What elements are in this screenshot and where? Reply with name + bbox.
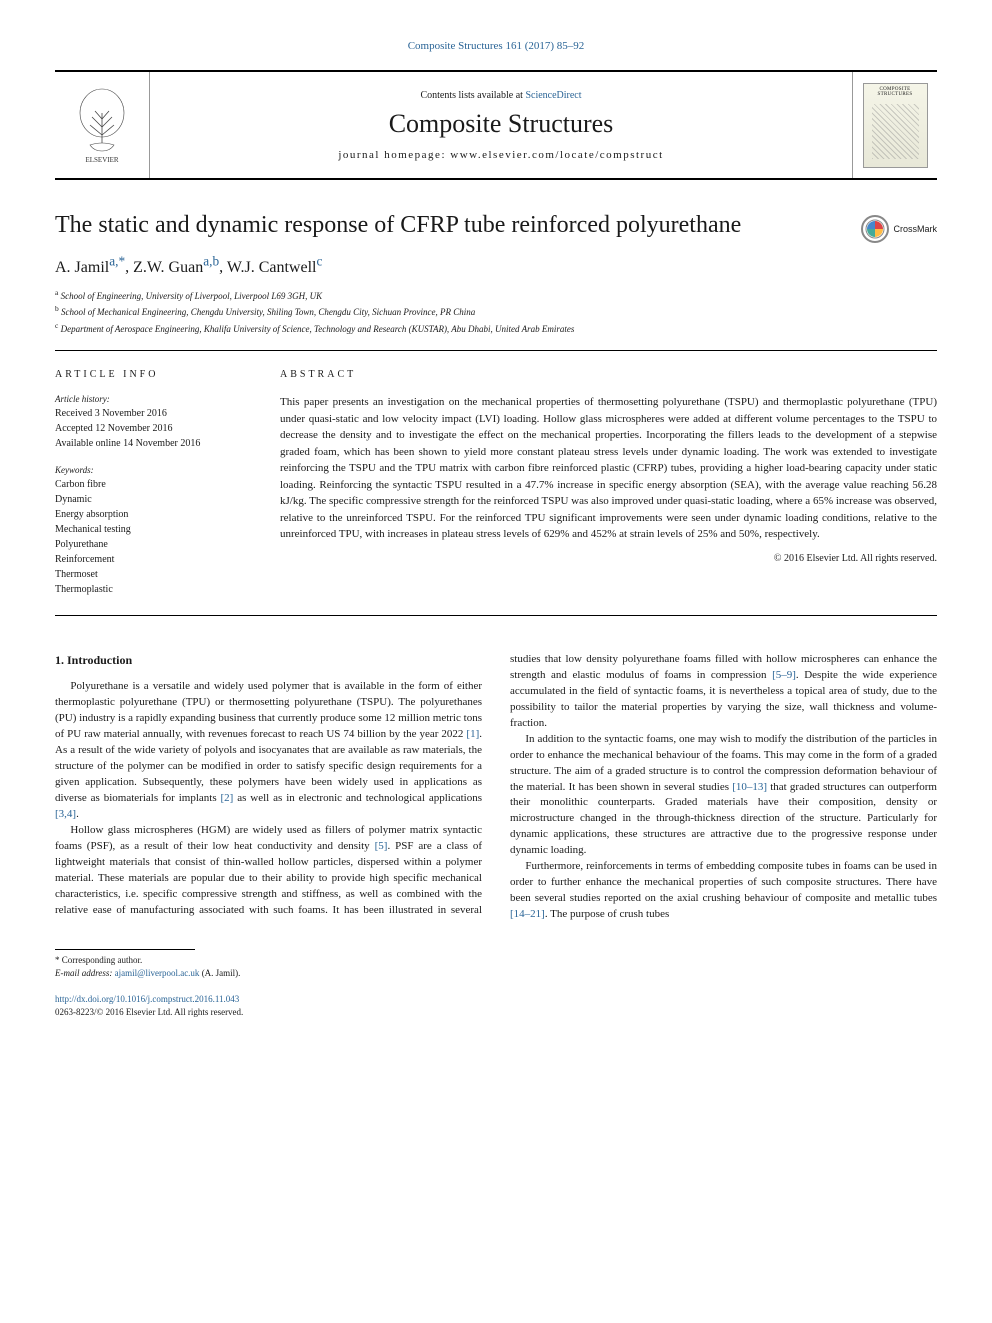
- intro-para-3: In addition to the syntactic foams, one …: [510, 732, 937, 860]
- header-center: Contents lists available at ScienceDirec…: [150, 82, 852, 169]
- elsevier-tree-icon: ELSEVIER: [70, 85, 135, 165]
- ref-link[interactable]: [14–21]: [510, 908, 545, 920]
- keyword: Thermoplastic: [55, 582, 250, 597]
- affiliation-row: c Department of Aerospace Engineering, K…: [55, 320, 937, 337]
- author[interactable]: A. Jamila,*: [55, 259, 125, 276]
- info-abstract-row: ARTICLE INFO Article history: Received 3…: [55, 369, 937, 597]
- article-title: The static and dynamic response of CFRP …: [55, 210, 937, 241]
- abstract-col: ABSTRACT This paper presents an investig…: [280, 369, 937, 597]
- ref-link[interactable]: [1]: [466, 728, 479, 740]
- keyword: Carbon fibre: [55, 477, 250, 492]
- article-info-col: ARTICLE INFO Article history: Received 3…: [55, 369, 250, 597]
- doi-link[interactable]: http://dx.doi.org/10.1016/j.compstruct.2…: [55, 993, 937, 1006]
- affiliation-row: a School of Engineering, University of L…: [55, 287, 937, 304]
- email-link[interactable]: ajamil@liverpool.ac.uk: [115, 968, 200, 978]
- body-two-column: 1. Introduction Polyurethane is a versat…: [55, 652, 937, 923]
- corresponding-label: * Corresponding author.: [55, 954, 937, 967]
- page-container: Composite Structures 161 (2017) 85–92 EL…: [0, 0, 992, 1058]
- journal-name: Composite Structures: [150, 109, 852, 139]
- citation-header[interactable]: Composite Structures 161 (2017) 85–92: [55, 40, 937, 52]
- intro-para-1: Polyurethane is a versatile and widely u…: [55, 679, 482, 822]
- journal-header-bar: ELSEVIER Contents lists available at Sci…: [55, 70, 937, 180]
- keyword: Thermoset: [55, 567, 250, 582]
- keywords-heading: Keywords:: [55, 465, 250, 475]
- intro-heading: 1. Introduction: [55, 652, 482, 669]
- ref-link[interactable]: [3,4]: [55, 808, 76, 820]
- affiliations: a School of Engineering, University of L…: [55, 287, 937, 337]
- affiliation-row: b School of Mechanical Engineering, Chen…: [55, 303, 937, 320]
- doi-block: http://dx.doi.org/10.1016/j.compstruct.2…: [55, 993, 937, 1018]
- abstract-text: This paper presents an investigation on …: [280, 394, 937, 543]
- title-block: CrossMark The static and dynamic respons…: [55, 210, 937, 336]
- email-line: E-mail address: ajamil@liverpool.ac.uk (…: [55, 967, 937, 980]
- crossmark-icon: [861, 215, 889, 243]
- author[interactable]: Z.W. Guana,b: [133, 259, 219, 276]
- ref-link[interactable]: [5–9]: [772, 669, 796, 681]
- crossmark-label: CrossMark: [893, 224, 937, 234]
- ref-link[interactable]: [5]: [375, 840, 388, 852]
- authors-line: A. Jamila,*, Z.W. Guana,b, W.J. Cantwell…: [55, 253, 937, 276]
- svg-text:ELSEVIER: ELSEVIER: [85, 156, 118, 164]
- author[interactable]: W.J. Cantwellc: [227, 259, 323, 276]
- article-info-heading: ARTICLE INFO: [55, 369, 250, 380]
- contents-available-line: Contents lists available at ScienceDirec…: [150, 90, 852, 101]
- history-text: Received 3 November 2016 Accepted 12 Nov…: [55, 406, 250, 451]
- keyword: Mechanical testing: [55, 522, 250, 537]
- ref-link[interactable]: [2]: [221, 792, 234, 804]
- divider: [55, 615, 937, 616]
- ref-link[interactable]: [10–13]: [732, 781, 767, 793]
- keyword: Dynamic: [55, 492, 250, 507]
- keyword: Reinforcement: [55, 552, 250, 567]
- elsevier-logo[interactable]: ELSEVIER: [55, 72, 150, 178]
- contents-prefix: Contents lists available at: [420, 90, 525, 101]
- journal-cover-thumb[interactable]: [852, 72, 937, 178]
- journal-homepage[interactable]: journal homepage: www.elsevier.com/locat…: [150, 149, 852, 161]
- keyword: Energy absorption: [55, 507, 250, 522]
- history-heading: Article history:: [55, 394, 250, 404]
- keyword: Polyurethane: [55, 537, 250, 552]
- abstract-copyright: © 2016 Elsevier Ltd. All rights reserved…: [280, 553, 937, 564]
- footer-divider: [55, 949, 195, 950]
- intro-para-4: Furthermore, reinforcements in terms of …: [510, 859, 937, 923]
- cover-image: [863, 83, 928, 168]
- issn-copyright: 0263-8223/© 2016 Elsevier Ltd. All right…: [55, 1006, 937, 1019]
- crossmark-badge[interactable]: CrossMark: [861, 215, 937, 243]
- divider: [55, 350, 937, 351]
- sciencedirect-link[interactable]: ScienceDirect: [525, 90, 581, 101]
- corresponding-author-block: * Corresponding author. E-mail address: …: [55, 949, 937, 979]
- keywords-list: Carbon fibre Dynamic Energy absorption M…: [55, 477, 250, 597]
- abstract-heading: ABSTRACT: [280, 369, 937, 380]
